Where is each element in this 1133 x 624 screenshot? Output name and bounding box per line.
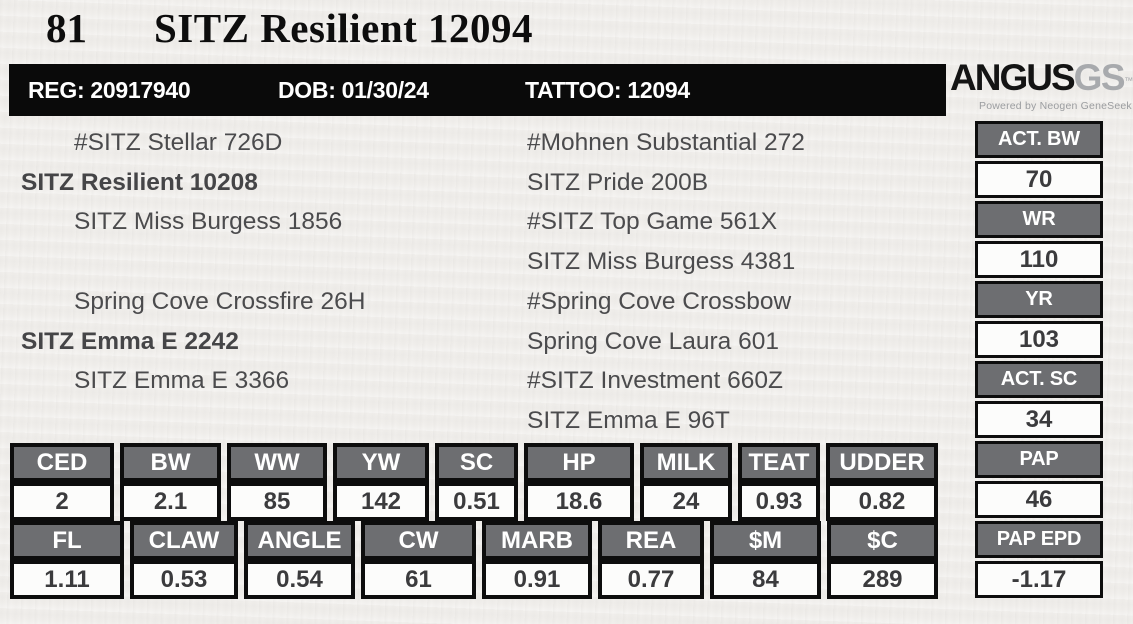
pedigree-ancestor-7: #SITZ Investment 660Z: [527, 367, 783, 394]
stat-label-act-sc: ACT. SC: [975, 361, 1103, 398]
epd-value-hp: 18.6: [524, 482, 634, 521]
tattoo-number: TATTOO: 12094: [525, 77, 690, 103]
epd-header-ced: CED: [10, 443, 114, 482]
birth-date: DOB: 01/30/24: [278, 77, 429, 103]
epd-header-milk: MILK: [640, 443, 732, 482]
stat-value-yr: 103: [975, 321, 1103, 358]
epd-header-claw: CLAW: [130, 521, 238, 560]
epd-value-rea: 0.77: [598, 560, 704, 599]
epd-header-udder: UDDER: [826, 443, 938, 482]
epd-value-udder: 0.82: [826, 482, 938, 521]
pedigree-section: #SITZ Stellar 726D SITZ Resilient 10208 …: [0, 126, 965, 446]
pedigree-ancestor-6: Spring Cove Laura 601: [527, 328, 779, 355]
animal-name-title: SITZ Resilient 12094: [154, 5, 534, 51]
epd-header-cw: CW: [361, 521, 476, 560]
epd-value-dollar-m: 84: [710, 560, 821, 599]
epd-header-dollar-m: $M: [710, 521, 821, 560]
logo-tagline: Powered by Neogen GeneSeek: [979, 100, 1132, 112]
logo-wordmark: ANGUSGS™: [950, 58, 1133, 106]
pedigree-ancestor-1: #Mohnen Substantial 272: [527, 129, 805, 156]
epd-header-row-1: CED BW WW YW SC HP MILK TEAT UDDER: [10, 443, 938, 482]
stat-label-wr: WR: [975, 201, 1103, 238]
epd-value-fl: 1.11: [10, 560, 124, 599]
epd-value-marb: 0.91: [482, 560, 592, 599]
epd-table-carcass: FL CLAW ANGLE CW MARB REA $M $C 1.11 0.5…: [4, 521, 944, 599]
epd-value-angle: 0.54: [244, 560, 355, 599]
pedigree-sire-dam: SITZ Miss Burgess 1856: [74, 208, 343, 235]
pedigree-ancestor-3: #SITZ Top Game 561X: [527, 208, 778, 235]
pedigree-ancestor-5: #Spring Cove Crossbow: [527, 288, 792, 315]
epd-value-cw: 61: [361, 560, 476, 599]
pedigree-dam-dam: SITZ Emma E 3366: [74, 367, 290, 394]
pedigree-ancestor-4: SITZ Miss Burgess 4381: [527, 248, 796, 275]
epd-value-claw: 0.53: [130, 560, 238, 599]
stat-value-pap: 46: [975, 481, 1103, 518]
pedigree-ancestor-2: SITZ Pride 200B: [527, 169, 709, 196]
pedigree-sire: SITZ Resilient 10208: [21, 169, 258, 196]
epd-value-row-1: 2 2.1 85 142 0.51 18.6 24 0.93 0.82: [10, 482, 938, 521]
epd-header-marb: MARB: [482, 521, 592, 560]
epd-header-rea: REA: [598, 521, 704, 560]
stat-label-act-bw: ACT. BW: [975, 121, 1103, 158]
epd-header-bw: BW: [120, 443, 221, 482]
pedigree-dam-sire: Spring Cove Crossfire 26H: [74, 288, 366, 315]
performance-sidebar: ACT. BW 70 WR 110 YR 103 ACT. SC 34 PAP …: [975, 121, 1103, 601]
epd-header-angle: ANGLE: [244, 521, 355, 560]
epd-header-row-2: FL CLAW ANGLE CW MARB REA $M $C: [10, 521, 938, 560]
stat-value-wr: 110: [975, 241, 1103, 278]
angus-gs-logo: ANGUSGS™ Powered by Neogen GeneSeek: [950, 58, 1133, 116]
epd-value-ced: 2: [10, 482, 114, 521]
epd-value-dollar-c: 289: [827, 560, 938, 599]
epd-value-teat: 0.93: [738, 482, 820, 521]
epd-header-sc: SC: [435, 443, 518, 482]
epd-value-bw: 2.1: [120, 482, 221, 521]
stat-value-pap-epd: -1.17: [975, 561, 1103, 598]
epd-tables: CED BW WW YW SC HP MILK TEAT UDDER 2 2.1…: [4, 443, 944, 599]
epd-header-dollar-c: $C: [827, 521, 938, 560]
stat-label-pap-epd: PAP EPD: [975, 521, 1103, 558]
epd-header-ww: WW: [227, 443, 327, 482]
epd-header-fl: FL: [10, 521, 124, 560]
epd-header-hp: HP: [524, 443, 634, 482]
stat-value-act-bw: 70: [975, 161, 1103, 198]
epd-header-yw: YW: [333, 443, 429, 482]
pedigree-dam: SITZ Emma E 2242: [21, 328, 239, 355]
epd-value-sc: 0.51: [435, 482, 518, 521]
logo-gs-text: GS: [1073, 57, 1126, 98]
lot-number: 81: [46, 5, 87, 51]
epd-value-row-2: 1.11 0.53 0.54 61 0.91 0.77 84 289: [10, 560, 938, 599]
stat-label-yr: YR: [975, 281, 1103, 318]
epd-value-ww: 85: [227, 482, 327, 521]
stat-label-pap: PAP: [975, 441, 1103, 478]
reg-number: REG: 20917940: [28, 77, 191, 103]
epd-value-yw: 142: [333, 482, 429, 521]
epd-header-teat: TEAT: [738, 443, 820, 482]
stat-value-act-sc: 34: [975, 401, 1103, 438]
epd-value-milk: 24: [640, 482, 732, 521]
logo-angus-text: ANGUS: [950, 57, 1076, 98]
registration-bar: REG: 20917940 DOB: 01/30/24 TATTOO: 1209…: [9, 64, 946, 116]
pedigree-sire-sire: #SITZ Stellar 726D: [74, 129, 283, 156]
logo-trademark-symbol: ™: [1124, 75, 1133, 86]
pedigree-ancestor-8: SITZ Emma E 96T: [527, 407, 730, 434]
epd-table-growth: CED BW WW YW SC HP MILK TEAT UDDER 2 2.1…: [4, 443, 944, 521]
